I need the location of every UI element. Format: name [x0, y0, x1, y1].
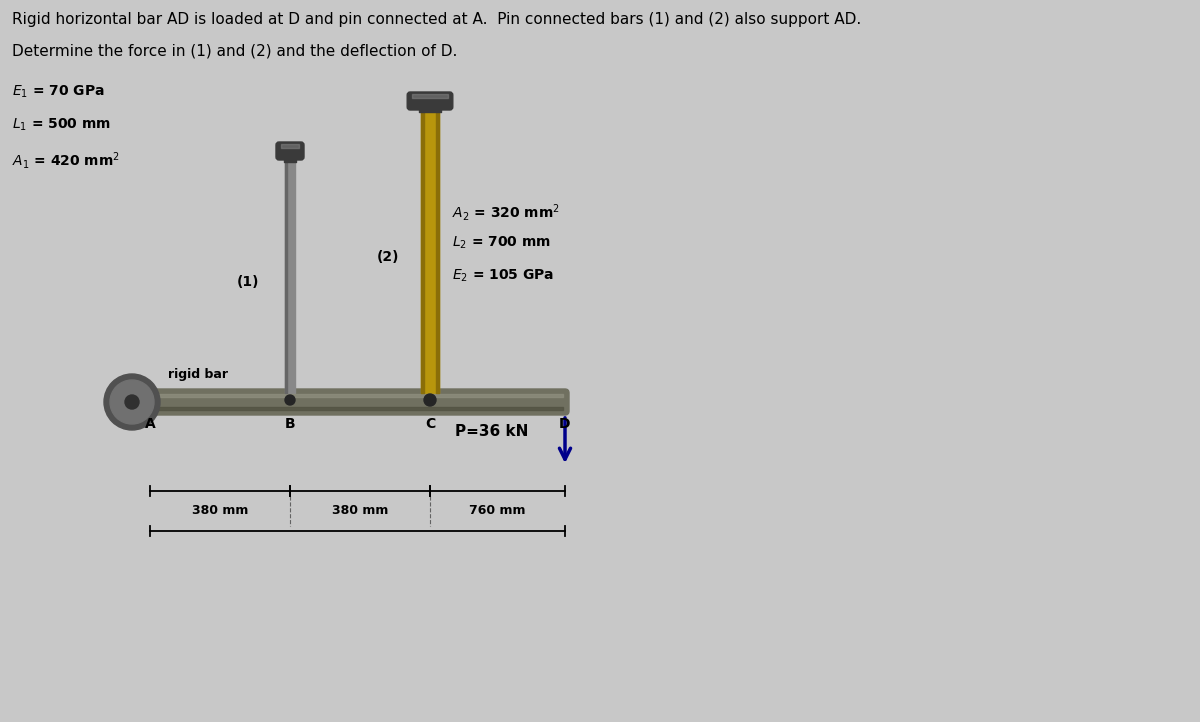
- Text: P=36 kN: P=36 kN: [455, 424, 528, 438]
- Text: 380 mm: 380 mm: [192, 504, 248, 517]
- Text: $A_2$ = 320 mm$^2$: $A_2$ = 320 mm$^2$: [452, 202, 560, 223]
- Circle shape: [145, 397, 155, 407]
- Text: $L_1$ = 500 mm: $L_1$ = 500 mm: [12, 117, 112, 134]
- Text: $L_2$ = 700 mm: $L_2$ = 700 mm: [452, 235, 551, 251]
- Text: rigid bar: rigid bar: [168, 368, 228, 381]
- Text: (1): (1): [236, 275, 259, 289]
- Text: B: B: [284, 417, 295, 431]
- Circle shape: [286, 395, 295, 405]
- Text: $E_2$ = 105 GPa: $E_2$ = 105 GPa: [452, 268, 554, 284]
- Text: A: A: [145, 417, 155, 431]
- Circle shape: [125, 395, 139, 409]
- Text: C: C: [425, 417, 436, 431]
- Circle shape: [424, 394, 436, 406]
- FancyBboxPatch shape: [407, 92, 452, 110]
- Circle shape: [104, 374, 160, 430]
- Text: (2): (2): [377, 250, 400, 264]
- Text: 380 mm: 380 mm: [332, 504, 388, 517]
- Text: $A_1$ = 420 mm$^2$: $A_1$ = 420 mm$^2$: [12, 150, 120, 171]
- FancyBboxPatch shape: [146, 389, 569, 415]
- Circle shape: [110, 380, 154, 424]
- Text: $E_1$ = 70 GPa: $E_1$ = 70 GPa: [12, 84, 104, 100]
- FancyBboxPatch shape: [276, 142, 304, 160]
- Text: D: D: [559, 417, 571, 431]
- Text: Rigid horizontal bar AD is loaded at D and pin connected at A.  Pin connected ba: Rigid horizontal bar AD is loaded at D a…: [12, 12, 862, 27]
- Text: 760 mm: 760 mm: [469, 504, 526, 517]
- Text: Determine the force in (1) and (2) and the deflection of D.: Determine the force in (1) and (2) and t…: [12, 44, 457, 59]
